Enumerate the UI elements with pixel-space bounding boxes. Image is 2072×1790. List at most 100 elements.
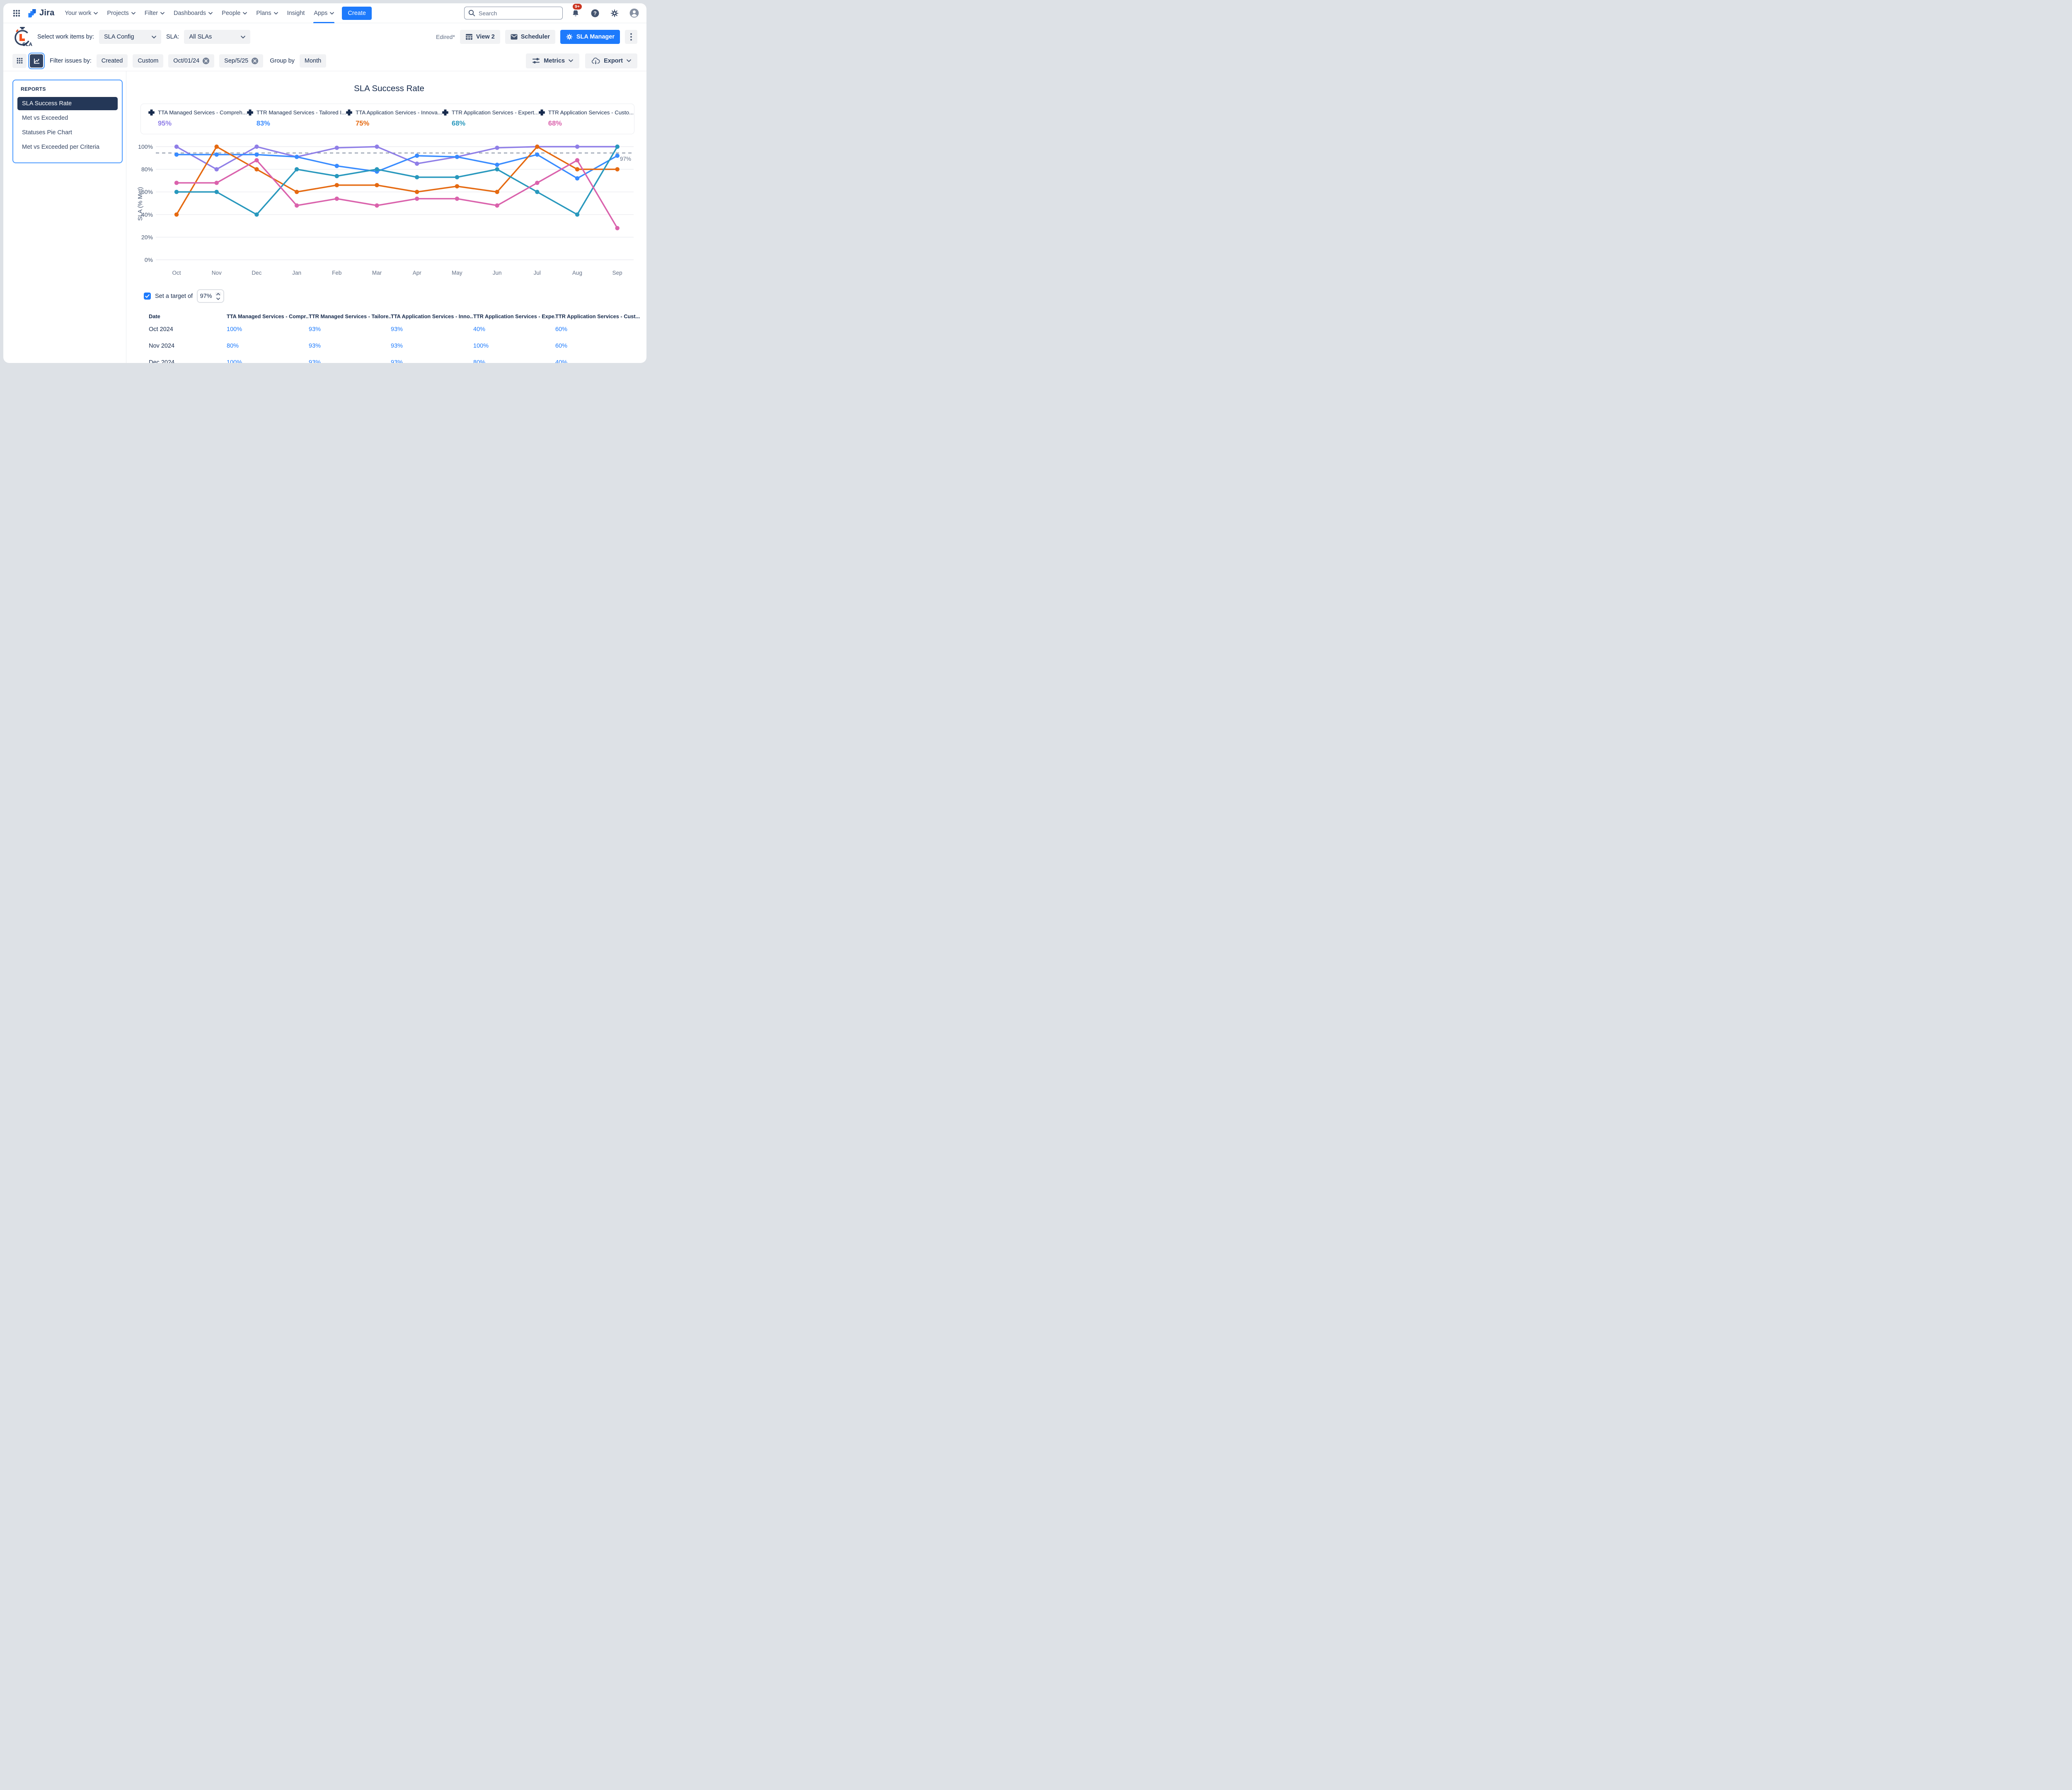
row-date: Nov 2024 — [149, 343, 175, 349]
group-by-select[interactable]: Month — [299, 54, 327, 68]
column-header: TTA Application Services - Inno... — [391, 313, 473, 319]
sla-select[interactable]: All SLAs — [184, 30, 251, 44]
report-item-sla-success-rate[interactable]: SLA Success Rate — [17, 97, 118, 110]
column-header: TTR Application Services - Expe... — [473, 313, 555, 319]
app-window: Jira Your work Projects Filter Dashboard… — [3, 3, 646, 363]
table-view-icon — [465, 34, 472, 40]
cell-value[interactable]: 40% — [555, 359, 568, 363]
cell-value[interactable]: 60% — [555, 326, 568, 333]
filter-issues-label: Filter issues by: — [50, 57, 92, 64]
report-item-statuses-pie-chart[interactable]: Statuses Pie Chart — [22, 129, 72, 136]
sla-manager-button[interactable]: SLA Manager — [560, 30, 620, 44]
filter-bar: Filter issues by: Created Custom Oct/01/… — [3, 51, 646, 71]
legend-item[interactable]: TTA Managed Services - Compreh... 95% — [148, 109, 247, 128]
series-marker-icon — [346, 109, 352, 116]
legend-item[interactable]: TTR Application Services - Custo... 68% — [539, 109, 634, 128]
filter-chip-date-from[interactable]: Oct/01/24 — [168, 54, 215, 68]
row-date: Dec 2024 — [149, 359, 175, 363]
cell-value[interactable]: 40% — [473, 326, 486, 333]
settings-button[interactable] — [608, 7, 621, 20]
report-toolbar: SLA Select work items by: SLA Config SLA… — [3, 23, 646, 51]
notifications-button[interactable]: 9+ — [569, 3, 583, 20]
nav-item-filter[interactable]: Filter — [140, 3, 169, 23]
cell-value[interactable]: 80% — [473, 359, 486, 363]
search-input[interactable] — [464, 7, 563, 19]
user-avatar[interactable] — [627, 7, 641, 20]
report-item-met-vs-exceeded[interactable]: Met vs Exceeded — [22, 115, 68, 121]
remove-date-to-icon[interactable] — [252, 57, 259, 64]
sla-label: SLA: — [166, 34, 179, 40]
cell-value[interactable]: 80% — [227, 343, 239, 349]
chevron-down-icon — [330, 12, 334, 15]
target-control: Set a target of 97% — [144, 289, 646, 303]
filter-chip-custom[interactable]: Custom — [133, 54, 164, 68]
svg-text:Jan: Jan — [292, 270, 301, 276]
chevron-down-icon — [627, 59, 631, 62]
svg-text:Jun: Jun — [493, 270, 502, 276]
metrics-button[interactable]: Metrics — [526, 53, 580, 68]
view-2-button[interactable]: View 2 — [460, 30, 500, 44]
target-label: Set a target of — [155, 293, 193, 300]
chevron-down-icon — [160, 12, 165, 15]
nav-item-people[interactable]: People — [217, 3, 252, 23]
cell-value[interactable]: 93% — [391, 359, 403, 363]
scheduler-button[interactable]: Scheduler — [505, 30, 555, 44]
cell-value[interactable]: 93% — [309, 326, 321, 333]
nav-item-plans[interactable]: Plans — [252, 3, 282, 23]
gear-icon — [610, 9, 619, 17]
cell-value[interactable]: 100% — [473, 343, 489, 349]
help-button[interactable]: ? — [588, 7, 602, 20]
more-options-button[interactable] — [625, 30, 637, 44]
legend-item[interactable]: TTA Application Services - Innova... 75% — [346, 109, 442, 128]
create-button[interactable]: Create — [342, 6, 372, 20]
cell-value[interactable]: 100% — [227, 326, 242, 333]
cell-value[interactable]: 93% — [391, 326, 403, 333]
series-marker-icon — [247, 109, 253, 116]
sla-data-table: Date TTA Managed Services - Compr... TTR… — [149, 311, 646, 363]
bell-icon — [573, 10, 579, 16]
nav-item-projects[interactable]: Projects — [102, 3, 140, 23]
table-row: Dec 2024 100% 93% 93% 80% 40% — [149, 354, 646, 363]
sla-line-chart[interactable]: 100% 80% 60% 40% 20% 0% Oct Nov Dec Jan Feb Mar Apr M… — [137, 138, 634, 280]
column-header: TTR Application Services - Cust... — [555, 313, 640, 319]
jira-logo[interactable]: Jira — [27, 8, 54, 18]
app-switcher-icon[interactable] — [10, 7, 23, 20]
nav-item-dashboards[interactable]: Dashboards — [169, 3, 217, 23]
select-work-items-label: Select work items by: — [37, 34, 94, 40]
legend-value: 75% — [356, 120, 370, 127]
series-marker-icon — [148, 109, 155, 116]
filter-chip-created[interactable]: Created — [96, 54, 128, 68]
cell-value[interactable]: 100% — [227, 359, 242, 363]
grid-view-button[interactable] — [12, 53, 27, 68]
legend-item[interactable]: TTR Managed Services - Tailored I... 83% — [247, 109, 346, 128]
svg-text:Sep: Sep — [612, 270, 622, 276]
legend-item[interactable]: TTR Application Services - Expert... 68% — [442, 109, 539, 128]
target-value-input[interactable]: 97% — [197, 289, 225, 303]
series-marker-icon — [442, 109, 448, 116]
cell-value[interactable]: 60% — [555, 343, 568, 349]
svg-text:Apr: Apr — [413, 270, 422, 276]
spinner-up-icon[interactable] — [215, 292, 222, 296]
line-chart-icon — [34, 58, 40, 64]
work-items-select[interactable]: SLA Config — [99, 30, 161, 44]
cell-value[interactable]: 93% — [391, 343, 403, 349]
report-content: SLA Success Rate TTA Managed Services - … — [126, 71, 646, 363]
export-button[interactable]: Export — [585, 53, 637, 68]
nav-item-insight[interactable]: Insight — [287, 10, 305, 17]
nav-item-apps[interactable]: Apps — [309, 3, 339, 23]
remove-date-from-icon[interactable] — [203, 57, 210, 64]
table-row: Nov 2024 80% 93% 93% 100% 60% — [149, 338, 646, 354]
cell-value[interactable]: 93% — [309, 343, 321, 349]
filter-chip-date-to[interactable]: Sep/5/25 — [219, 54, 264, 68]
svg-text:80%: 80% — [141, 166, 153, 173]
grid-view-icon — [17, 58, 22, 64]
chart-view-button[interactable] — [30, 54, 43, 68]
close-icon — [204, 59, 208, 63]
cell-value[interactable]: 93% — [309, 359, 321, 363]
target-checkbox[interactable] — [144, 293, 151, 300]
spinner-down-icon[interactable] — [215, 297, 221, 300]
report-item-met-vs-exceeded-per-criteria[interactable]: Met vs Exceeded per Criteria — [22, 144, 99, 150]
legend-value: 68% — [548, 120, 562, 127]
svg-text:Nov: Nov — [212, 270, 222, 276]
nav-item-your-work[interactable]: Your work — [60, 3, 102, 23]
